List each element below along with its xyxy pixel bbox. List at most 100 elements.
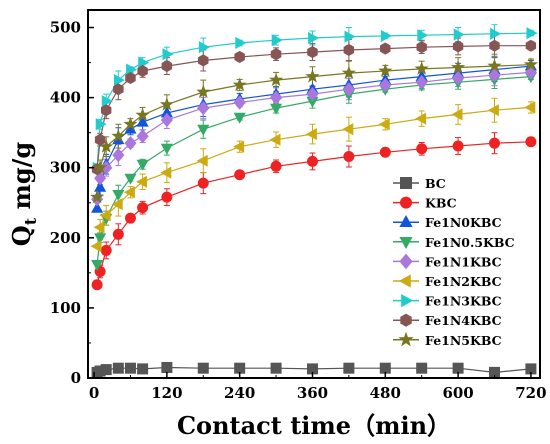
- point-fe1n5kbc: [93, 160, 108, 174]
- point-fe1n5kbc: [451, 60, 466, 74]
- point-fe1n5kbc: [341, 65, 356, 80]
- point-fe1n3kbc: [95, 118, 107, 131]
- point-fe1n4kbc: [270, 48, 282, 61]
- x-tick-label: 0: [89, 384, 99, 402]
- point-fe1n5kbc: [414, 61, 429, 75]
- point-fe1n0-5kbc: [124, 173, 137, 185]
- x-tick-label: 360: [297, 384, 328, 402]
- point-fe1n1kbc: [379, 77, 392, 93]
- point-fe1n4kbc: [307, 46, 318, 59]
- point-fe1n4kbc: [343, 43, 355, 56]
- y-tick-label: 300: [50, 159, 81, 177]
- point-fe1n3kbc: [126, 63, 138, 76]
- point-fe1n5kbc: [305, 69, 320, 83]
- point-fe1n5kbc: [232, 77, 247, 91]
- point-fe1n1kbc: [306, 87, 319, 102]
- point-fe1n5kbc: [196, 84, 211, 98]
- point-fe1n3kbc: [490, 27, 502, 40]
- legend-entry-fe1n5kbc: Fe1N5KBC: [393, 331, 502, 348]
- legend-label-fe1n0-5kbc: Fe1N0.5KBC: [425, 235, 515, 250]
- point-fe1n2kbc: [123, 186, 135, 199]
- point-fe1n5kbc: [378, 63, 393, 77]
- point-kbc: [137, 202, 149, 214]
- x-tick-label: 720: [515, 384, 546, 402]
- point-kbc: [112, 228, 124, 240]
- point-fe1n2kbc: [111, 198, 123, 211]
- point-fe1n2kbc: [415, 112, 427, 125]
- point-bc: [306, 363, 318, 375]
- point-kbc: [379, 146, 391, 158]
- point-kbc: [124, 212, 136, 224]
- point-fe1n2kbc: [305, 128, 317, 141]
- point-fe1n4kbc: [416, 41, 427, 54]
- point-fe1n2kbc: [233, 140, 245, 153]
- legend-entry-kbc: KBC: [393, 196, 457, 211]
- point-fe1n5kbc: [135, 107, 150, 122]
- point-fe1n3kbc: [271, 34, 283, 47]
- point-fe1n4kbc: [489, 39, 500, 52]
- point-bc: [525, 363, 537, 375]
- point-fe1n4kbc: [137, 64, 148, 77]
- point-fe1n5kbc: [487, 58, 502, 73]
- point-fe1n4kbc: [452, 40, 464, 53]
- point-fe1n3kbc: [526, 27, 538, 40]
- point-fe1n2kbc: [93, 221, 105, 234]
- point-fe1n3kbc: [101, 95, 113, 108]
- point-fe1n3kbc: [235, 36, 247, 49]
- point-fe1n0-5kbc: [94, 233, 107, 245]
- point-fe1n4kbc: [525, 39, 537, 52]
- legend-label-fe1n1kbc: Fe1N1KBC: [425, 254, 502, 269]
- legend-entry-fe1n4kbc: Fe1N4KBC: [393, 313, 502, 328]
- y-axis-title: Qt mg/g: [7, 142, 40, 247]
- point-kbc: [161, 191, 173, 203]
- legend-marker-fe1n1kbc: [399, 253, 413, 270]
- point-fe1n2kbc: [524, 101, 536, 114]
- point-fe1n0kbc: [94, 180, 107, 192]
- point-fe1n5kbc: [269, 72, 284, 87]
- point-kbc: [197, 177, 209, 189]
- point-fe1n5kbc: [99, 139, 114, 153]
- point-fe1n5kbc: [123, 116, 138, 131]
- legend-marker-fe1n0kbc: [399, 215, 413, 227]
- legend-entry-fe1n0-5kbc: Fe1N0.5KBC: [393, 235, 515, 250]
- legend-marker-bc: [400, 177, 412, 189]
- y-axis-title-sub: t: [21, 217, 40, 225]
- point-fe1n3kbc: [162, 48, 174, 61]
- point-bc: [488, 366, 500, 378]
- point-fe1n2kbc: [196, 154, 208, 167]
- point-fe1n1kbc: [452, 70, 465, 86]
- y-axis-title-main: Q: [7, 225, 36, 246]
- point-fe1n3kbc: [308, 32, 320, 45]
- point-fe1n3kbc: [453, 28, 465, 41]
- x-tick-label: 600: [442, 384, 473, 402]
- legend-entry-fe1n1kbc: Fe1N1KBC: [393, 253, 502, 270]
- point-bc: [161, 361, 173, 373]
- point-fe1n3kbc: [344, 30, 356, 43]
- point-fe1n4kbc: [198, 54, 209, 67]
- legend-entry-fe1n0kbc: Fe1N0KBC: [393, 215, 502, 230]
- legend-marker-fe1n3kbc: [401, 294, 414, 308]
- legend-label-kbc: KBC: [425, 196, 457, 211]
- point-kbc: [91, 279, 103, 291]
- point-fe1n5kbc: [111, 128, 126, 143]
- point-fe1n1kbc: [233, 95, 246, 110]
- legend-marker-fe1n5kbc: [398, 331, 414, 347]
- point-bc: [124, 362, 136, 374]
- point-fe1n2kbc: [487, 104, 499, 117]
- legend-marker-fe1n0-5kbc: [399, 237, 413, 249]
- legend-label-fe1n4kbc: Fe1N4KBC: [425, 313, 502, 328]
- point-fe1n2kbc: [378, 118, 390, 131]
- point-fe1n4kbc: [101, 104, 112, 117]
- legend-label-bc: BC: [425, 176, 446, 191]
- point-fe1n0-5kbc: [197, 124, 210, 136]
- legend-marker-fe1n4kbc: [400, 313, 412, 327]
- point-kbc: [416, 143, 428, 155]
- point-fe1n0kbc: [160, 106, 173, 118]
- point-fe1n3kbc: [113, 74, 125, 87]
- point-bc: [137, 363, 149, 375]
- point-kbc: [525, 136, 537, 148]
- point-bc: [100, 364, 112, 376]
- point-fe1n0-5kbc: [306, 96, 319, 108]
- point-fe1n0kbc: [124, 122, 137, 134]
